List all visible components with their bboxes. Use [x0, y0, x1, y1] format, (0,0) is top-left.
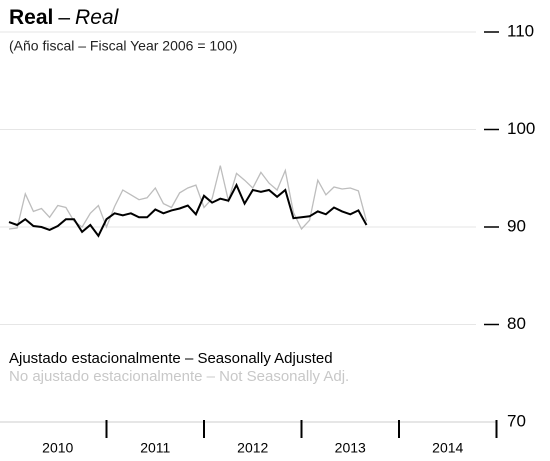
- x-tick-label: 2012: [237, 440, 268, 456]
- chart-subtitle: (Año fiscal – Fiscal Year 2006 = 100): [9, 38, 237, 54]
- y-tick-label: 70: [507, 411, 526, 430]
- legend-label: No ajustado estacionalmente – Not Season…: [9, 368, 349, 385]
- x-tick-label: 2011: [140, 440, 170, 456]
- title-sep: –: [58, 6, 70, 29]
- x-tick-label: 2010: [42, 440, 73, 456]
- title-es: Real: [9, 6, 53, 29]
- y-tick-label: 110: [507, 21, 534, 40]
- chart-title: Real – Real: [9, 6, 120, 29]
- title-en: Real: [75, 6, 120, 29]
- series-line: [8, 182, 368, 238]
- y-tick-label: 80: [507, 314, 526, 333]
- x-tick-label: 2013: [335, 440, 366, 456]
- x-tick-label: 2014: [432, 440, 463, 456]
- legend-label: Ajustado estacionalmente – Seasonally Ad…: [9, 350, 333, 367]
- y-tick-label: 90: [507, 216, 526, 235]
- series-line: [8, 165, 368, 231]
- y-tick-label: 100: [507, 119, 535, 138]
